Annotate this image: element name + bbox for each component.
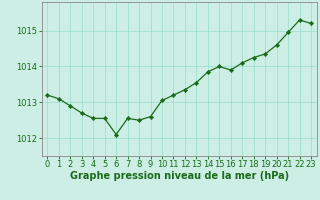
X-axis label: Graphe pression niveau de la mer (hPa): Graphe pression niveau de la mer (hPa) (70, 171, 289, 181)
